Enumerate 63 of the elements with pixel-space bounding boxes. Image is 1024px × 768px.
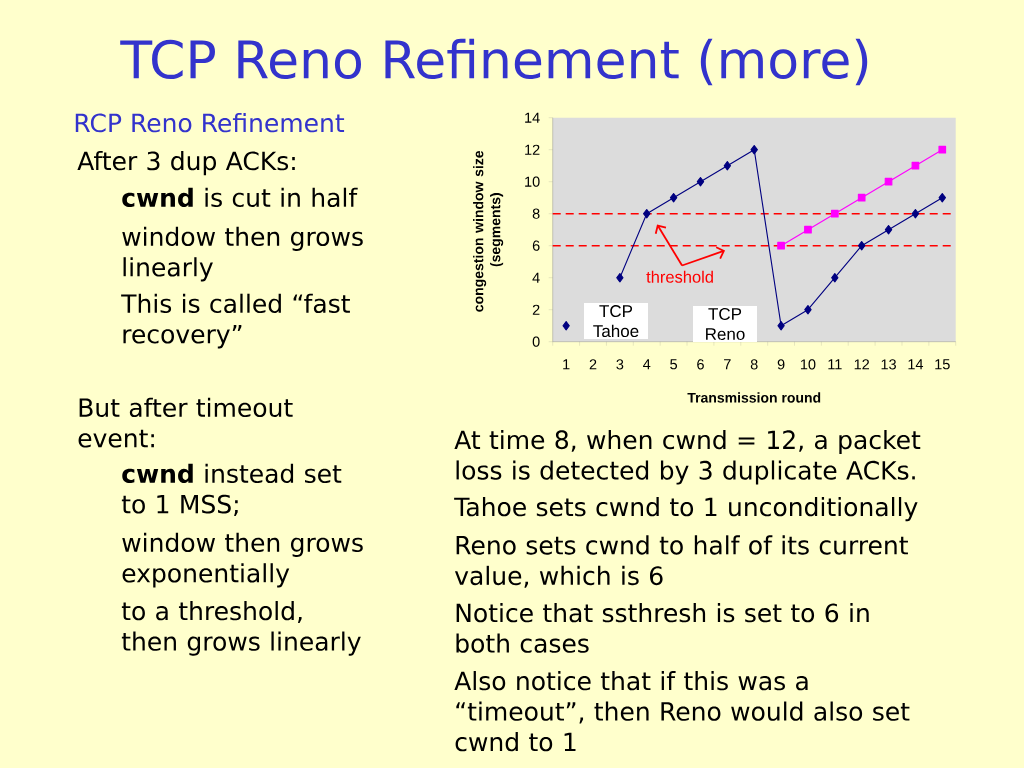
text: Tahoe sets cwnd to 1 unconditionally [454, 497, 918, 522]
x-tick-label: 15 [935, 359, 950, 370]
text: to a threshold, then grows linearly [121, 601, 361, 656]
x-tick-label: 10 [800, 359, 816, 370]
x-tick-label: 6 [697, 359, 704, 370]
y-tick-label: 10 [525, 176, 540, 187]
point [857, 193, 866, 202]
text: Notice that ssthresh is set to 6 in both cases [456, 603, 869, 653]
point [830, 209, 839, 218]
annotation: TCP Tahoe [593, 305, 639, 338]
x-tick-label: 9 [777, 359, 785, 370]
x-tick-label: 5 [670, 359, 678, 370]
text: After 3 dup ACKs: [77, 151, 295, 176]
point [938, 145, 947, 154]
text: cwnd instead set to 1 MSS; [121, 463, 342, 517]
x-tick-label: 13 [881, 359, 896, 370]
point [804, 304, 812, 315]
x-tick-label: 2 [589, 359, 597, 370]
point [723, 160, 732, 171]
point [777, 241, 785, 250]
x-tick-label: 14 [908, 359, 924, 370]
point [857, 240, 866, 251]
x-tick-label: 1 [563, 359, 570, 370]
point [696, 176, 705, 187]
point [616, 272, 624, 283]
y-tick-label: 2 [532, 304, 540, 315]
point [884, 177, 893, 186]
point [750, 144, 758, 155]
text: But after timeout event: [78, 397, 293, 448]
x-axis-title: Transmission round [687, 392, 821, 403]
point [884, 224, 893, 235]
text: Also notice that if this was a “timeout”, then Reno would also set cwnd to 1 [454, 671, 910, 752]
point [831, 272, 839, 283]
y-tick-label: 6 [532, 240, 540, 251]
point [911, 208, 920, 219]
point [643, 208, 651, 219]
text: Reno sets cwnd to half of its current value, which is 6 [454, 535, 908, 588]
chart-title: TCP Reno Refinement (more) [120, 38, 868, 86]
x-tick-label: 4 [643, 359, 651, 370]
text: At time 8, when cwnd = 12, a packet loss is detected by 3 duplicate ACKs. [454, 429, 921, 485]
point [562, 320, 570, 331]
text: This is called “fast recovery” [121, 293, 350, 349]
point [777, 320, 785, 331]
y-axis-title: congestion window size (segments) [473, 150, 504, 312]
text: window then grows linearly [122, 226, 363, 282]
y-tick-label: 14 [525, 112, 540, 123]
point [938, 192, 946, 203]
point [911, 161, 920, 170]
annotation: TCP Reno [706, 307, 745, 341]
x-tick-label: 7 [724, 359, 731, 370]
y-tick-label: 0 [532, 336, 540, 347]
x-tick-label: 11 [828, 359, 842, 370]
x-tick-label: 12 [854, 359, 870, 370]
x-tick-label: 3 [616, 359, 624, 370]
text: RCP Reno Refinement [75, 113, 345, 133]
x-tick-label: 8 [750, 359, 758, 370]
annotation: threshold [646, 270, 713, 283]
y-tick-label: 12 [525, 144, 540, 155]
y-tick-label: 4 [532, 272, 540, 283]
y-tick-label: 8 [532, 208, 540, 219]
text: cwnd is cut in half [122, 187, 358, 208]
point [669, 192, 678, 203]
point [804, 225, 812, 234]
